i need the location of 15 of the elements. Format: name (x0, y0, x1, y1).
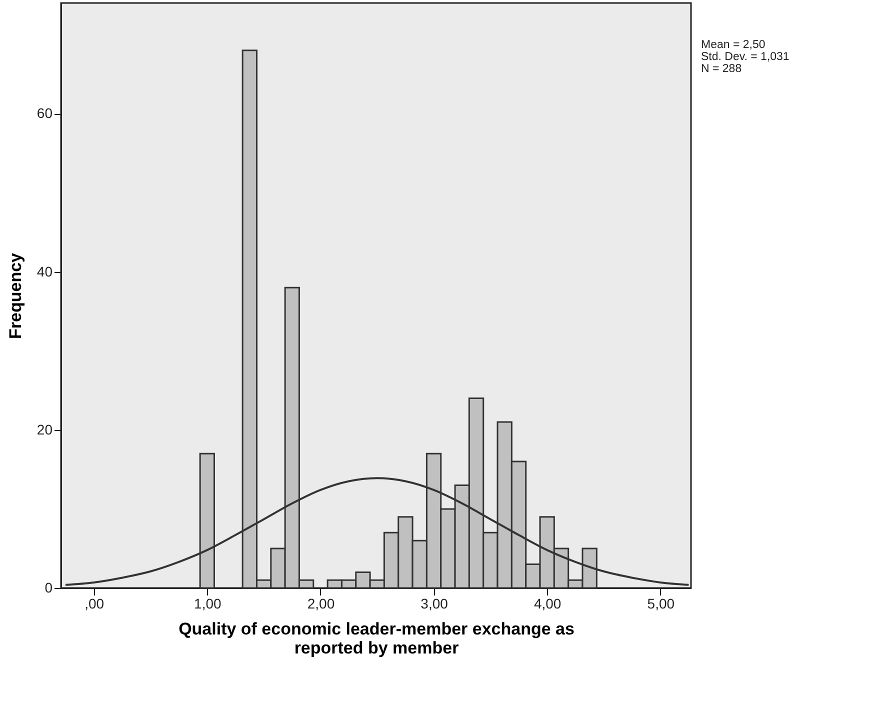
y-tick-label: 20 (36, 421, 53, 438)
text: Std. Dev. = 1,031 (701, 51, 790, 63)
y-tick-label: 60 (36, 105, 53, 122)
x-tick-label: ,00 (84, 596, 104, 612)
x-axis-title: Quality of economic leader-member exchange as reported by member (178, 620, 574, 658)
y-axis-title: Frequency (6, 252, 25, 339)
x-tick-label: 5,00 (647, 596, 675, 612)
text: Mean = 2,50 (701, 39, 766, 51)
text: N = 288 (701, 63, 742, 75)
x-tick-label: 2,00 (307, 596, 335, 612)
y-tick-label: 40 (36, 263, 53, 280)
x-tick-label: 3,00 (420, 596, 448, 612)
x-tick-label: 1,00 (194, 596, 222, 612)
x-tick-label: 4,00 (534, 596, 562, 612)
y-tick-label: 0 (44, 580, 53, 596)
